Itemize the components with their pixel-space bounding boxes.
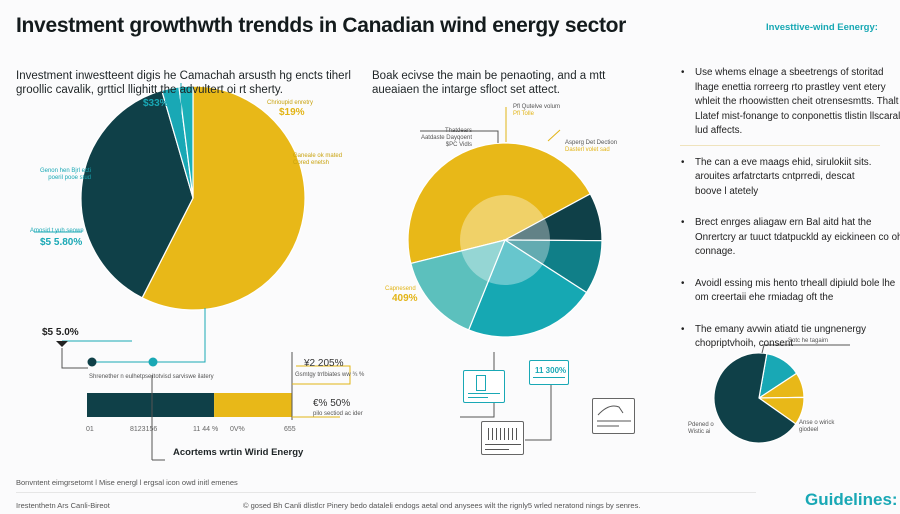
bar-callout-2-caption: pilo sectiod ac ider [313, 411, 363, 417]
column-chart-card-icon [481, 421, 524, 455]
small-pie-caption-left: Pdened o Wistic ai [688, 422, 714, 435]
bar-axis: 01 8123156 11 44 % 0V% 655 [84, 426, 314, 436]
timeline-dot-teal [148, 357, 158, 367]
bar-tick: 8123156 [130, 426, 158, 433]
pie-label-gold-top: $19% [279, 107, 305, 118]
pie-label-teal-top: $33% [143, 98, 169, 109]
stacked-bar [87, 393, 292, 417]
page-title: Investment growthwth trendds in Canadian… [16, 14, 627, 37]
line-chart-card-icon [592, 398, 635, 434]
pie-chart-middle [407, 142, 603, 338]
footer-left: Irestenthetn Ars Canli-Bireot [16, 501, 110, 510]
pie-chart-left [80, 85, 306, 311]
middle-value-top: Pfl Tolle [513, 111, 534, 117]
footer-copyright: © gosed Bh Canli dlistlcr Pinery bedo da… [243, 501, 641, 510]
middle-value-right: Dasterl volet sad [565, 147, 610, 153]
small-pie-caption-right: Anse o wirick giodeel [799, 420, 835, 433]
pie-slice [410, 239, 506, 331]
pie-slice [407, 142, 592, 265]
small-pie-caption-top: Sotc he tagaim [788, 338, 829, 344]
bar-callout-1-caption: Gsmtgy trrlbiates ww ¾ % [295, 372, 365, 378]
bar-tick: 11 44 % [193, 426, 219, 433]
middle-intro-text: Boak ecivse the main be penaoting, and a… [372, 70, 606, 96]
guideline-item: Avoidl essing mis hento trheall dipiuld … [678, 277, 900, 306]
middle-caption-top: Pfl Qutelve volum [513, 104, 561, 110]
timeline-caption-2: Itotvisd sarviswe ilatery [152, 374, 214, 380]
stat-card: 11 300% [529, 360, 569, 385]
pie-slice [141, 85, 306, 311]
pie-caption-teal-low: Amosid t yuh seowe [30, 228, 84, 234]
bar-title: Acortems wrtin Wirid Energy [173, 447, 304, 458]
bar-tick: 0V% [230, 426, 245, 433]
footer-divider [16, 492, 756, 493]
divider [680, 145, 880, 146]
pie-slice [467, 239, 588, 338]
guidelines-heading: Guidelines: [805, 490, 898, 509]
pie-label-teal-low: $5 5.80% [40, 237, 83, 248]
middle-caption-left: Thatdears Aatdaste Dayqoent $PC Vidls [420, 128, 472, 148]
timeline-dot-dark [87, 357, 97, 367]
pie-label-dark-bottom: $5 5.0% [42, 327, 79, 338]
bar-callout-2: €% 50% [313, 398, 351, 409]
connector-lines [34, 83, 206, 363]
stat-card-value: 11 300% [535, 366, 567, 375]
pie-slice [178, 85, 194, 199]
guideline-item: The can a eve maags ehid, sirulokiit sit… [678, 156, 883, 200]
pie-slice [80, 89, 194, 299]
bar-segment [87, 393, 215, 417]
middle-value-low: 409% [392, 293, 418, 304]
left-intro-text: Investment inwestteent digis he Camachah… [16, 70, 351, 96]
middle-caption-right: Asperg Det Dection [565, 140, 618, 146]
bar-callout-1: ¥2 205% [304, 358, 344, 369]
marker-triangle-icon [56, 341, 68, 347]
guideline-list: Use whems elnage a sbeetrengs of storita… [678, 66, 900, 369]
pie-caption-gold-right: Ganeale ok mated Cored enetsh [293, 153, 343, 166]
guideline-item: Brect enrges aliagaw ern Bal aitd hat th… [678, 216, 900, 260]
guideline-item: Use whems elnage a sbeetrengs of storita… [678, 66, 900, 139]
pie-chart-small [713, 352, 805, 444]
footer-note: Bonvntent eimgrsetomt l Mise energl l er… [16, 478, 238, 487]
bar-tick: 01 [86, 426, 94, 433]
bar-segment [214, 393, 292, 417]
pie-slice [713, 352, 797, 444]
bar-chart-card-icon [463, 370, 505, 403]
pie-caption-gold-top: Chrioupid enretry [267, 100, 314, 106]
bar-tick: 655 [284, 426, 296, 433]
pie-caption-teal-mid: Genon hen Bjrl ecti poeril pooe stud [39, 168, 91, 181]
brand-label: Investtive-wind Eenergy: [766, 22, 878, 33]
timeline-caption-1: Shrenether n eulhetpse [89, 374, 152, 380]
pie-middle-inner-ring [460, 195, 550, 285]
middle-caption-low: Capnesend [385, 286, 416, 292]
guideline-item: The emany avwin atiatd tie ungnenergy ch… [678, 323, 873, 352]
